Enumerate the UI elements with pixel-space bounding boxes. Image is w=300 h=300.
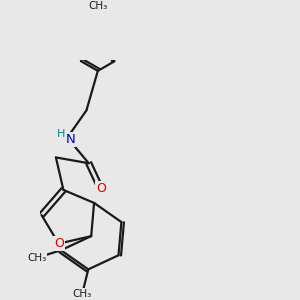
Text: CH₃: CH₃ — [28, 253, 47, 263]
Text: O: O — [96, 182, 106, 195]
Text: H: H — [57, 129, 65, 140]
Text: CH₃: CH₃ — [73, 289, 92, 298]
Text: N: N — [66, 133, 75, 146]
Text: O: O — [54, 237, 64, 250]
Text: CH₃: CH₃ — [88, 1, 107, 11]
